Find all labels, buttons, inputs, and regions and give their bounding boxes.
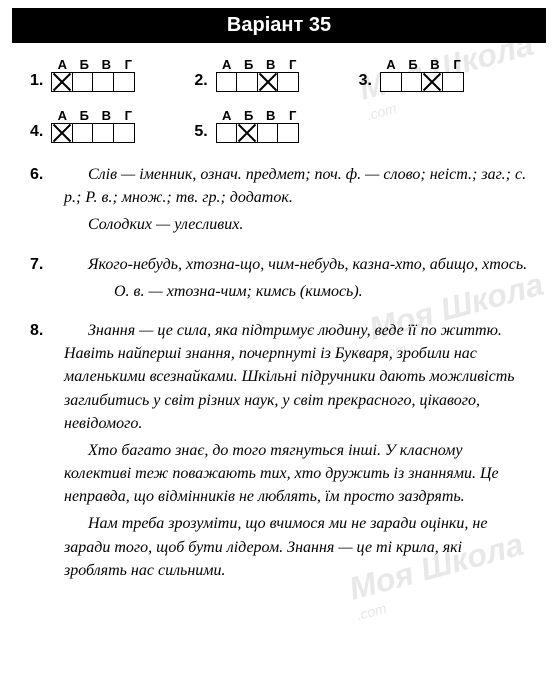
grid-cell: [216, 123, 238, 143]
grid-cell: [236, 72, 258, 92]
text-item: 8.Знання — це сила, яка підтримує людину…: [30, 319, 528, 586]
grid-header: А: [51, 57, 73, 72]
grid-header: А: [51, 108, 73, 123]
paragraph: Знання — це сила, яка підтримує людину, …: [64, 319, 528, 435]
answer-block: 4. АБВГ: [30, 108, 194, 143]
grid-cell: [442, 72, 464, 92]
grid-header: Б: [238, 57, 260, 72]
grid-header: Г: [117, 108, 139, 123]
grid-header: Б: [402, 57, 424, 72]
answer-block: 5. АБВГ: [194, 108, 358, 143]
grid-cell: [257, 123, 279, 143]
grid-cell: [92, 72, 114, 92]
answers-grid: 1.АБВГ2.АБВГ3.АБВГ4.АБВГ5.АБВГ: [0, 57, 558, 159]
answer-grid-wrap: АБВГ: [51, 108, 139, 143]
grid-cell: [277, 72, 299, 92]
grid-cell: [380, 72, 402, 92]
grid-header: Б: [238, 108, 260, 123]
paragraph: Хто багато знає, до того тягнуться інші.…: [64, 439, 528, 509]
grid-header: Г: [282, 57, 304, 72]
grid-cell: [277, 123, 299, 143]
text-section: 6. Слів — іменник, означ. предмет; поч. ф…: [0, 159, 558, 586]
grid-header: А: [216, 108, 238, 123]
paragraph: Нам треба зрозуміти, що вчимося ми не за…: [64, 512, 528, 582]
grid-header: В: [95, 108, 117, 123]
grid-header: Б: [73, 108, 95, 123]
grid-cell: [421, 72, 443, 92]
answer-number: 1.: [30, 72, 43, 90]
answer-grid-wrap: АБВГ: [380, 57, 468, 92]
paragraph: Солодких — улесливих.: [64, 213, 528, 236]
grid-header: В: [260, 57, 282, 72]
answer-number: 2.: [194, 72, 207, 90]
answer-block: 1. АБВГ: [30, 57, 194, 92]
grid-cell: [113, 72, 135, 92]
grid-cell: [72, 72, 94, 92]
grid-cell: [51, 123, 73, 143]
answer-block: 3. АБВГ: [359, 57, 523, 92]
grid-header: Б: [73, 57, 95, 72]
item-body: Знання — це сила, яка підтримує людину, …: [64, 319, 528, 586]
text-item: 6. Слів — іменник, означ. предмет; поч. ф…: [30, 163, 528, 241]
grid-header: В: [424, 57, 446, 72]
item-number: 7.: [30, 253, 46, 307]
answer-grid-wrap: АБВГ: [216, 108, 304, 143]
paragraph: О. в. — хтозна-чим; кимсь (кимось).: [64, 280, 528, 303]
answer-number: 5.: [194, 123, 207, 141]
answer-block: 2. АБВГ: [194, 57, 358, 92]
answer-grid-wrap: АБВГ: [216, 57, 304, 92]
paragraph: Слів — іменник, означ. предмет; поч. ф. …: [64, 163, 528, 209]
grid-cell: [92, 123, 114, 143]
grid-header: Г: [446, 57, 468, 72]
item-body: Слів — іменник, означ. предмет; поч. ф. …: [64, 163, 528, 241]
grid-cell: [113, 123, 135, 143]
item-number: 8.: [30, 319, 46, 586]
answer-number: 3.: [359, 72, 372, 90]
answer-number: 4.: [30, 123, 43, 141]
paragraph: Якого-небудь, хтозна-що, чим-небудь, каз…: [64, 253, 528, 276]
grid-cell: [401, 72, 423, 92]
grid-header: Г: [282, 108, 304, 123]
grid-header: Г: [117, 57, 139, 72]
grid-cell: [216, 72, 238, 92]
grid-header: В: [260, 108, 282, 123]
grid-cell: [257, 72, 279, 92]
grid-header: А: [380, 57, 402, 72]
grid-cell: [236, 123, 258, 143]
grid-cell: [51, 72, 73, 92]
variant-title: Варіант 35: [12, 8, 546, 43]
grid-header: А: [216, 57, 238, 72]
grid-cell: [72, 123, 94, 143]
text-item: 7. Якого-небудь, хтозна-що, чим-небудь, к…: [30, 253, 528, 307]
item-number: 6.: [30, 163, 46, 241]
answer-grid-wrap: АБВГ: [51, 57, 139, 92]
grid-header: В: [95, 57, 117, 72]
item-body: Якого-небудь, хтозна-що, чим-небудь, каз…: [64, 253, 528, 307]
